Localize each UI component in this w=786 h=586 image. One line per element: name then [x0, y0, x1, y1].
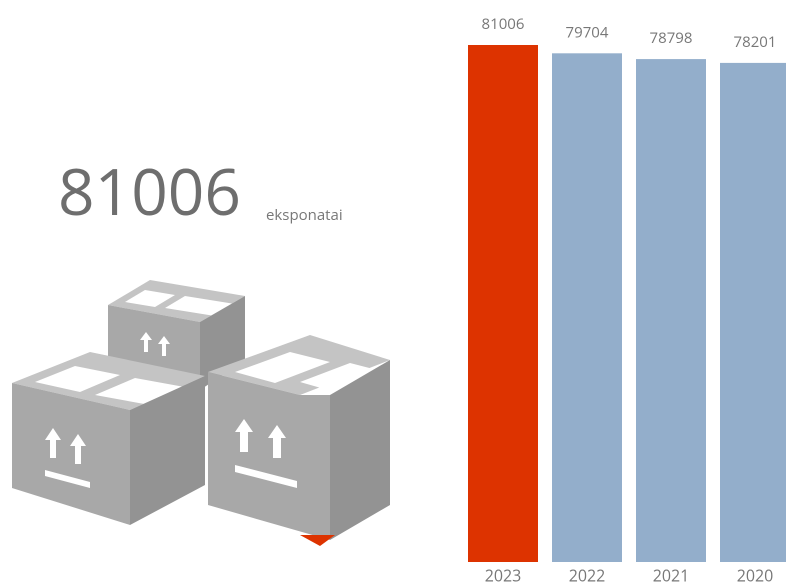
headline-unit: eksponatai	[266, 205, 343, 225]
bar	[468, 45, 538, 562]
value-label: 78201	[734, 32, 777, 52]
boxes-illustration	[12, 280, 390, 546]
bar	[720, 62, 786, 562]
value-label: 81006	[482, 14, 525, 34]
headline-number: 81006	[58, 147, 241, 234]
bar	[636, 59, 706, 563]
category-label: 2023	[485, 564, 522, 586]
bar	[552, 53, 622, 562]
value-label: 78798	[650, 28, 693, 48]
category-label: 2022	[569, 564, 606, 586]
category-label: 2020	[737, 564, 774, 586]
value-label: 79704	[566, 22, 609, 42]
category-label: 2021	[653, 564, 690, 586]
